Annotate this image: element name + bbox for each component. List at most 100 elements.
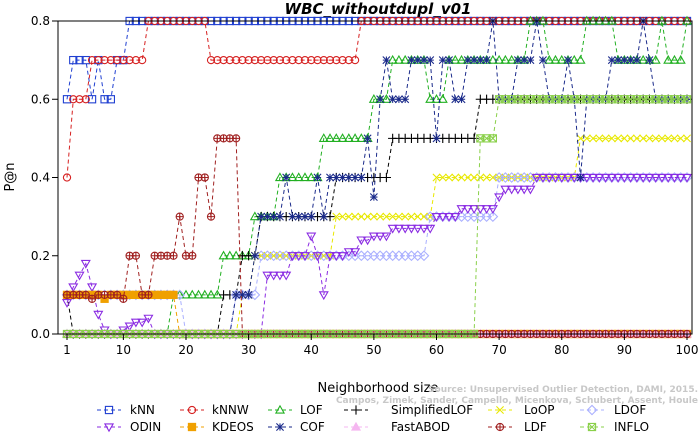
data-point <box>343 133 354 143</box>
x-tick-label: 50 <box>366 343 381 357</box>
legend-label: FastABOD <box>391 420 450 434</box>
data-point <box>463 56 472 65</box>
series-ldf <box>62 134 692 339</box>
series-line <box>67 137 687 335</box>
data-point <box>112 55 122 65</box>
x-tick-label: 30 <box>241 343 256 357</box>
data-point <box>249 289 261 301</box>
data-point <box>639 134 648 143</box>
series-loop <box>63 134 691 338</box>
data-point <box>282 55 291 65</box>
legend-label: kNNW <box>212 403 249 417</box>
data-point <box>569 173 580 183</box>
data-point <box>589 134 598 143</box>
legend-item-simplifiedlof: SimplifiedLOF <box>344 403 473 417</box>
data-point <box>682 95 692 104</box>
legend-label: KDEOS <box>212 420 254 434</box>
legend-marker <box>495 422 505 432</box>
data-point <box>376 212 385 221</box>
data-point <box>75 95 84 104</box>
data-point <box>425 94 436 103</box>
data-point <box>431 94 442 103</box>
data-point <box>425 224 436 234</box>
data-point <box>218 250 229 260</box>
data-point <box>470 173 479 182</box>
data-point <box>631 173 642 183</box>
data-point <box>324 252 336 261</box>
data-point <box>419 212 428 221</box>
data-point <box>645 134 654 143</box>
series-line <box>67 177 687 335</box>
data-point <box>74 271 85 281</box>
data-point <box>100 95 109 104</box>
data-point <box>443 212 455 222</box>
data-point <box>256 55 266 65</box>
data-point <box>544 54 555 64</box>
data-point <box>669 54 680 64</box>
y-tick-label: 0.0 <box>31 327 50 341</box>
data-point <box>205 289 217 299</box>
data-point <box>488 134 498 143</box>
series-layer <box>61 15 693 340</box>
data-point <box>638 54 649 64</box>
legend-marker <box>351 405 361 415</box>
data-point <box>669 173 680 183</box>
data-point <box>175 212 184 221</box>
data-point <box>407 212 416 221</box>
data-point <box>550 54 561 64</box>
legend-item-cof: COF <box>268 420 325 434</box>
data-point <box>213 55 222 65</box>
data-point <box>476 56 485 65</box>
data-point <box>419 56 428 65</box>
data-point <box>351 212 360 221</box>
legend-label: COF <box>300 420 325 434</box>
data-point <box>269 55 278 65</box>
data-point <box>550 173 561 183</box>
data-point <box>581 173 592 183</box>
data-point <box>87 283 98 293</box>
legend-label: kNN <box>130 403 155 417</box>
data-point <box>487 211 499 223</box>
legend-marker <box>104 405 114 415</box>
data-point <box>232 290 241 299</box>
data-point <box>94 55 103 65</box>
data-point <box>124 322 135 332</box>
data-point <box>457 95 466 104</box>
legend-label: LDOF <box>614 403 646 417</box>
data-point <box>274 271 285 281</box>
data-point <box>144 290 153 300</box>
x-tick-label: 100 <box>676 343 699 357</box>
data-point <box>119 294 128 303</box>
data-point <box>644 173 655 183</box>
data-point <box>481 205 492 215</box>
data-point <box>556 173 567 183</box>
data-point <box>526 56 535 65</box>
data-point <box>650 54 661 64</box>
data-point <box>61 299 73 308</box>
data-point <box>664 134 673 143</box>
data-point <box>594 173 605 183</box>
data-point <box>431 212 442 222</box>
data-point <box>432 134 441 143</box>
data-point <box>651 134 660 143</box>
data-point <box>351 173 360 182</box>
data-point <box>656 173 667 183</box>
data-point <box>106 95 115 104</box>
data-point <box>520 56 529 65</box>
x-tick-label: 20 <box>178 343 193 357</box>
data-point <box>525 185 536 195</box>
data-point <box>231 134 241 143</box>
data-point <box>619 173 630 183</box>
data-point <box>81 290 90 300</box>
data-point <box>564 56 572 65</box>
data-point <box>620 56 629 65</box>
data-point <box>450 212 461 222</box>
data-point <box>100 55 109 65</box>
data-point <box>670 134 679 143</box>
data-point <box>244 290 253 299</box>
series-simplifiedlof <box>62 94 692 339</box>
data-point <box>462 205 473 215</box>
data-point <box>319 212 328 221</box>
data-point <box>206 212 216 221</box>
data-point <box>376 95 385 104</box>
